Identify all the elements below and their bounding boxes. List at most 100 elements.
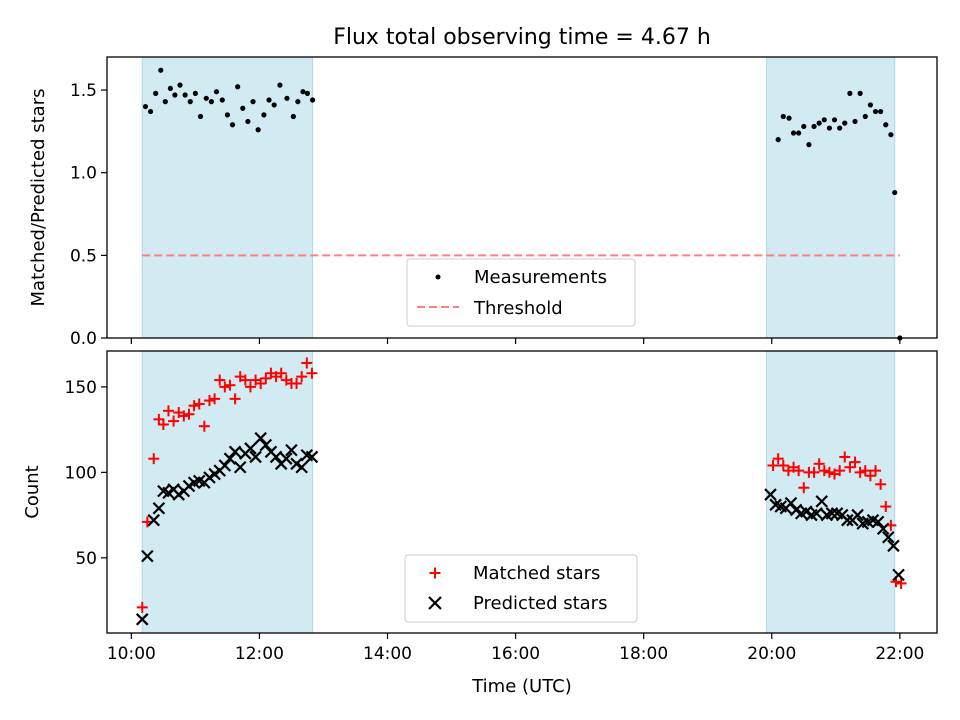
- matched-stars-point: [178, 410, 190, 422]
- predicted-stars-point: [244, 442, 257, 455]
- count-y-tick-label: 150: [65, 378, 97, 398]
- matched-stars-point: [818, 465, 830, 477]
- matched-stars-legend-marker: [429, 567, 441, 579]
- measurement-point: [811, 123, 817, 130]
- measurement-point: [142, 103, 149, 110]
- matched-stars-point: [895, 577, 907, 589]
- count-y-tick-label: 100: [65, 463, 97, 483]
- measurement-point: [309, 97, 316, 103]
- predicted-stars-point: [815, 495, 829, 508]
- count-axes: 50 100 150 10:00 12:00 14:00 16:00 18:00 20:00 22…: [65, 350, 938, 664]
- measurement-point: [219, 97, 225, 103]
- predicted-stars-point: [218, 459, 232, 472]
- matched-stars-point: [834, 465, 846, 477]
- measurement-point: [266, 97, 272, 103]
- measurement-point: [888, 132, 894, 138]
- matched-stars-point: [157, 418, 169, 430]
- count-legend-box: [404, 554, 638, 623]
- matched-stars-point: [183, 408, 195, 420]
- predicted-stars-point: [851, 508, 864, 522]
- measurement-point: [883, 122, 889, 128]
- matched-stars-point: [239, 374, 251, 386]
- matched-stars-point: [209, 393, 221, 405]
- matched-stars-point: [296, 371, 308, 383]
- matched-stars-point: [148, 453, 160, 465]
- matched-stars-point: [203, 395, 215, 407]
- measurement-point: [224, 112, 231, 118]
- measurement-point: [295, 99, 301, 105]
- matched-stars-point: [767, 460, 779, 472]
- measurement-point: [878, 108, 884, 115]
- matched-stars-point: [275, 367, 287, 379]
- ratio-legend: Measurements Threshold: [406, 258, 636, 327]
- predicted-stars-point: [280, 452, 293, 465]
- matched-stars-point: [193, 398, 205, 410]
- matched-stars-point: [188, 400, 200, 412]
- ratio-y-tick-label: 1.0: [70, 164, 97, 184]
- predicted-stars-point: [784, 496, 798, 510]
- ratio-y-tick-label: 0.0: [70, 329, 97, 349]
- matched-stars-point: [219, 381, 231, 393]
- matched-stars-point: [880, 501, 892, 513]
- matched-stars-point: [291, 377, 303, 389]
- matched-stars-point: [260, 372, 272, 384]
- matched-stars-point: [813, 458, 825, 470]
- matched-stars-point: [839, 451, 851, 463]
- matched-stars-point: [772, 453, 784, 465]
- predicted-stars-point: [841, 513, 854, 527]
- count-y-axis-label: Count: [22, 465, 43, 518]
- measurement-point: [158, 67, 164, 73]
- matched-stars-point: [870, 465, 882, 477]
- measurement-point: [177, 82, 183, 88]
- measurement-point: [300, 89, 306, 95]
- measurement-point: [842, 120, 848, 126]
- measurement-point: [821, 117, 827, 123]
- matched-stars-point: [844, 461, 856, 473]
- predicted-stars-point: [295, 460, 308, 474]
- matched-stars-point: [168, 415, 180, 427]
- measurement-point: [290, 113, 296, 120]
- x-tick-label: 20:00: [747, 644, 796, 664]
- matched-stars-point: [823, 466, 835, 478]
- count-observing-window-2: [766, 350, 896, 634]
- measurement-point: [187, 99, 193, 105]
- x-tick-label: 12:00: [235, 644, 284, 664]
- matched-stars-point: [859, 465, 871, 477]
- predicted-stars-point: [887, 539, 900, 553]
- ratio-observing-windows: [141, 56, 896, 339]
- measurement-point: [801, 123, 807, 130]
- measurement-point: [235, 84, 241, 90]
- predicted-stars-point: [228, 445, 242, 459]
- measurement-point: [245, 118, 251, 125]
- predicted-stars-point: [254, 431, 267, 445]
- matched-stars-point: [198, 420, 210, 432]
- ratio-observing-window-1: [141, 56, 314, 339]
- measurement-point: [229, 122, 236, 128]
- x-tick-label: 10:00: [107, 644, 156, 664]
- ratio-y-tick-label: 0.5: [70, 246, 97, 266]
- measurement-point: [213, 89, 220, 95]
- measurement-point: [255, 127, 261, 133]
- measurement-point: [796, 130, 802, 136]
- predicted-stars-point: [135, 613, 149, 626]
- measurement-point: [240, 105, 246, 111]
- measurement-point: [162, 99, 168, 105]
- measurement-point: [775, 137, 781, 143]
- ratio-axes: 0.0 0.5 1.0 1.5: [70, 56, 938, 349]
- matched-stars-point: [306, 367, 318, 379]
- predicted-stars-point: [259, 438, 273, 452]
- matched-stars-point: [162, 405, 174, 417]
- predicted-stars-point: [285, 443, 298, 457]
- threshold-legend-label: Threshold: [473, 298, 563, 319]
- measurement-point: [172, 92, 178, 98]
- predicted-stars-legend-glyph: [428, 596, 442, 610]
- measurement-point: [892, 189, 898, 196]
- measurement-point: [167, 85, 174, 92]
- predicted-stars-point: [249, 450, 262, 464]
- matched-stars-point: [301, 357, 313, 369]
- matched-stars-point: [864, 470, 876, 482]
- predicted-stars-point: [141, 549, 154, 563]
- measurements-legend-label: Measurements: [474, 267, 607, 288]
- ratio-y-axis-label: Matched/Predicted stars: [28, 89, 49, 307]
- matched-stars-point: [229, 393, 241, 405]
